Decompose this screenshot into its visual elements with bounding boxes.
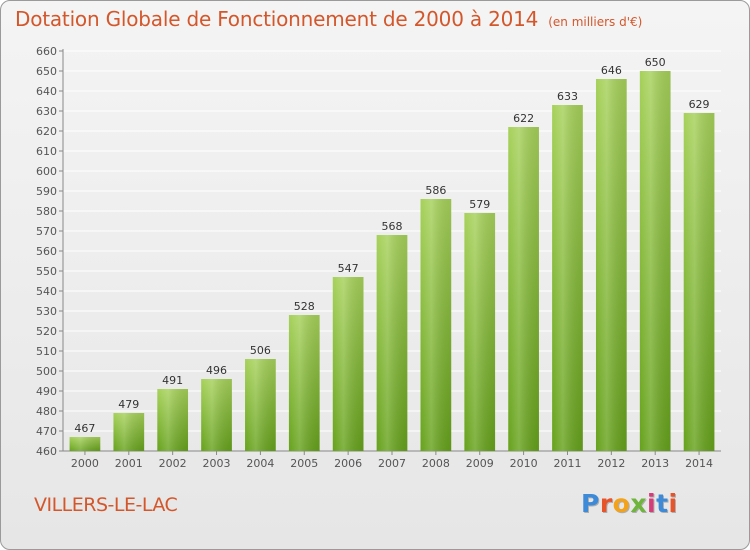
value-label-2006: 547	[338, 262, 359, 275]
y-tick-label: 600	[36, 165, 57, 178]
bar-shine-2003	[201, 379, 232, 451]
value-label-2004: 506	[250, 344, 271, 357]
y-tick-label: 510	[36, 345, 57, 358]
bar-shine-2011	[552, 105, 583, 451]
x-tick-label-2000: 2000	[71, 457, 99, 470]
y-tick-label: 590	[36, 185, 57, 198]
logo-letter: x	[630, 489, 647, 518]
x-tick-label-2014: 2014	[685, 457, 713, 470]
commune-name: VILLERS-LE-LAC	[34, 494, 178, 516]
value-label-2014: 629	[689, 98, 710, 111]
x-tick-label-2001: 2001	[115, 457, 143, 470]
x-tick-label-2005: 2005	[290, 457, 318, 470]
bar-shine-2000	[69, 437, 101, 451]
logo-letter: t	[656, 489, 669, 518]
value-label-2007: 568	[382, 220, 403, 233]
x-tick-label-2010: 2010	[510, 457, 538, 470]
value-label-2003: 496	[206, 364, 227, 377]
value-label-2000: 467	[74, 422, 95, 435]
logo-letter: o	[612, 489, 631, 518]
y-tick-label: 490	[36, 385, 57, 398]
bars	[69, 71, 715, 451]
logo-letter: i	[647, 489, 657, 518]
y-tick-label: 480	[36, 405, 57, 418]
x-tick-label-2013: 2013	[641, 457, 669, 470]
y-tick-label: 520	[36, 325, 57, 338]
bar-shine-2014	[683, 113, 715, 451]
x-tick-label-2008: 2008	[422, 457, 450, 470]
x-tick-label-2004: 2004	[246, 457, 274, 470]
value-label-2012: 646	[601, 64, 622, 77]
value-label-2008: 586	[425, 184, 446, 197]
y-tick-label: 570	[36, 225, 57, 238]
bar-shine-2007	[376, 235, 408, 451]
y-tick-label: 630	[36, 105, 57, 118]
x-tick-label-2012: 2012	[597, 457, 625, 470]
y-tick-label: 620	[36, 125, 57, 138]
y-tick-label: 580	[36, 205, 57, 218]
chart-unit-label: (en milliers d'€)	[548, 15, 643, 29]
x-tick-label-2006: 2006	[334, 457, 362, 470]
bar-shine-2005	[288, 315, 320, 451]
value-label-2002: 491	[162, 374, 183, 387]
x-tick-label-2007: 2007	[378, 457, 406, 470]
value-label-2005: 528	[294, 300, 315, 313]
bar-shine-2013	[639, 71, 671, 451]
value-label-2013: 650	[645, 56, 666, 69]
bar-shine-2002	[157, 389, 189, 451]
value-label-2010: 622	[513, 112, 534, 125]
y-tick-label: 530	[36, 305, 57, 318]
y-tick-label: 610	[36, 145, 57, 158]
value-label-2009: 579	[469, 198, 490, 211]
bar-shine-2010	[508, 127, 539, 451]
bar-shine-2008	[420, 199, 452, 451]
x-tick-label-2002: 2002	[159, 457, 187, 470]
y-tick-label: 500	[36, 365, 57, 378]
value-label-2011: 633	[557, 90, 578, 103]
y-tick-label: 650	[36, 65, 57, 78]
y-tick-label: 640	[36, 85, 57, 98]
bar-shine-2012	[595, 79, 627, 451]
logo-letter: P	[581, 489, 600, 518]
y-tick-label: 470	[36, 425, 57, 438]
x-tick-label-2011: 2011	[553, 457, 581, 470]
bar-shine-2006	[332, 277, 364, 451]
y-tick-label: 560	[36, 245, 57, 258]
bar-shine-2004	[245, 359, 276, 451]
logo-letter: r	[599, 489, 613, 518]
y-tick-label: 540	[36, 285, 57, 298]
y-tick-label: 550	[36, 265, 57, 278]
y-tick-label: 460	[36, 445, 57, 458]
chart-title: Dotation Globale de Fonctionnement de 20…	[15, 7, 642, 31]
x-tick-label-2009: 2009	[466, 457, 494, 470]
x-tick-label-2003: 2003	[203, 457, 231, 470]
chart-title-text: Dotation Globale de Fonctionnement de 20…	[15, 7, 539, 31]
bar-shine-2009	[464, 213, 496, 451]
y-tick-label: 660	[36, 45, 57, 58]
proxiti-logo[interactable]: Proxiti	[581, 489, 678, 518]
value-label-2001: 479	[118, 398, 139, 411]
logo-letter: i	[668, 489, 678, 518]
labels: 467 2000 479 2001 491 2002 496 2003 506 2004 528 20…	[71, 56, 713, 470]
bar-shine-2001	[113, 413, 145, 451]
